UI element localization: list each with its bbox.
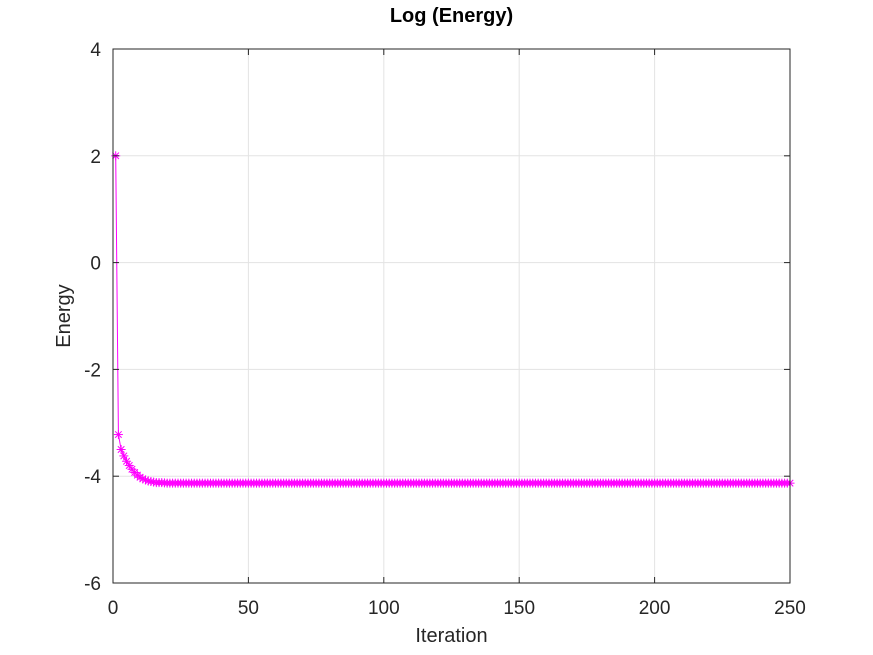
y-tick-label: 2 — [90, 147, 101, 168]
y-axis-label: Energy — [53, 284, 75, 347]
x-tick-label: 250 — [774, 598, 806, 619]
y-tick-label: -4 — [84, 467, 101, 488]
y-tick-label: 4 — [90, 40, 101, 61]
y-tick-label: 0 — [90, 254, 101, 275]
series-layer — [111, 151, 795, 488]
y-tick-label: -6 — [84, 574, 101, 595]
x-tick-label: 150 — [503, 598, 535, 619]
series-point — [122, 456, 132, 466]
y-tick-label: -2 — [84, 360, 101, 381]
series-point — [124, 461, 134, 471]
x-tick-label: 100 — [368, 598, 400, 619]
plot-frame — [112, 48, 791, 584]
ticks: 0 50 100 150 200 250 -6 -4 -2 0 2 4 — [84, 40, 806, 619]
x-tick-label: 200 — [639, 598, 671, 619]
x-tick-label: 50 — [238, 598, 259, 619]
x-tick-label: 0 — [108, 598, 119, 619]
series-point — [113, 430, 123, 440]
x-axis-label: Iteration — [415, 625, 487, 647]
chart-title: Log (Energy) — [390, 5, 513, 27]
